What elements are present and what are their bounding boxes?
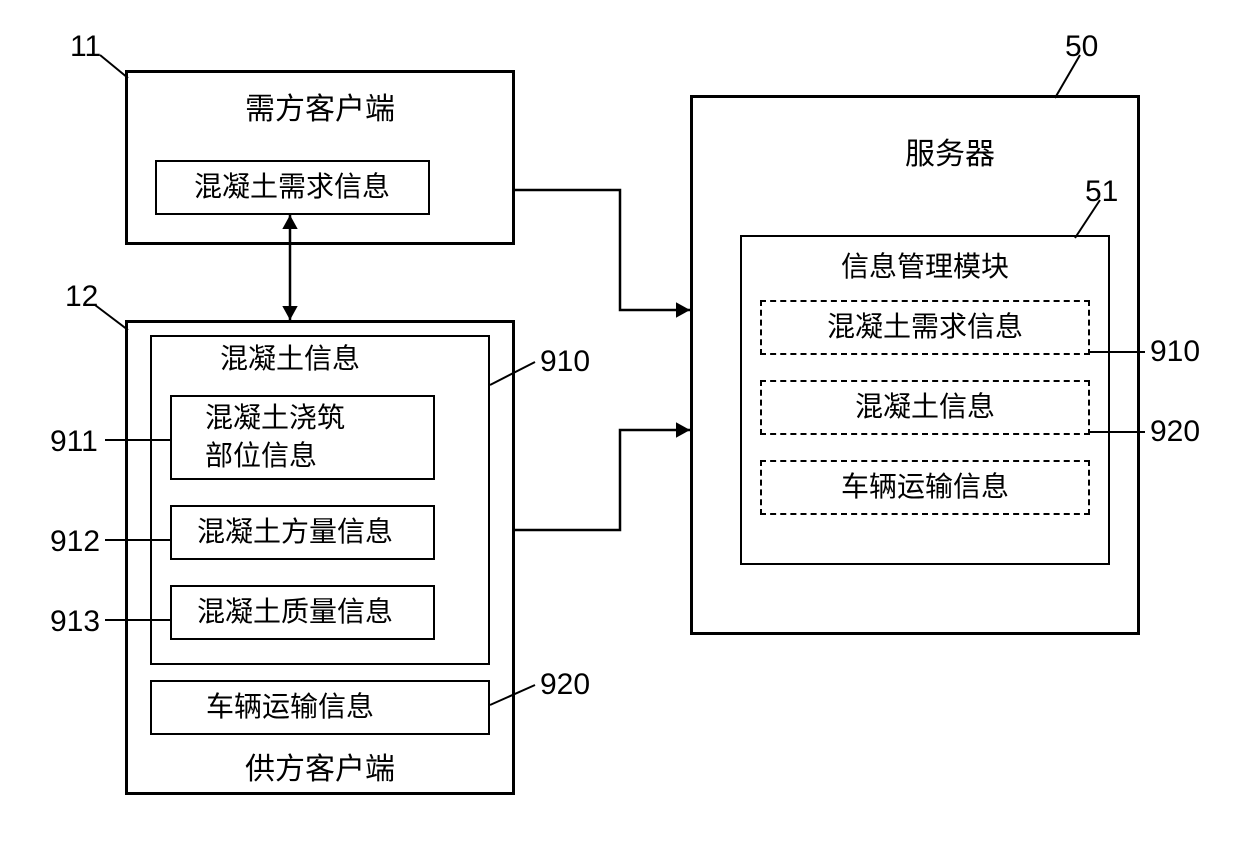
text-vehicle-info: 车辆运输信息 <box>206 689 374 727</box>
text-quality-info: 混凝土质量信息 <box>197 594 393 632</box>
ref-11: 11 <box>70 30 101 64</box>
title-demand-client: 需方客户端 <box>245 90 395 130</box>
ref-920-left: 920 <box>540 668 590 702</box>
ref-911: 911 <box>50 425 98 459</box>
ref-913: 913 <box>50 605 100 639</box>
text-volume-info: 混凝土方量信息 <box>197 514 393 552</box>
ref-50: 50 <box>1065 30 1098 64</box>
ref-910-left: 910 <box>540 345 590 379</box>
ref-12: 12 <box>65 280 98 314</box>
title-info-mgmt: 信息管理模块 <box>841 249 1009 287</box>
ref-51: 51 <box>1085 175 1118 209</box>
text-srv-vehicle: 车辆运输信息 <box>841 469 1009 507</box>
title-server: 服务器 <box>905 135 995 175</box>
ref-912: 912 <box>50 525 100 559</box>
text-demand-info: 混凝土需求信息 <box>194 169 390 207</box>
ref-920-right: 920 <box>1150 415 1200 449</box>
title-supply-client: 供方客户端 <box>245 750 395 790</box>
title-concrete-info: 混凝土信息 <box>220 341 360 379</box>
text-pour-part: 混凝土浇筑 部位信息 <box>205 400 345 476</box>
text-srv-concrete: 混凝土信息 <box>855 389 995 427</box>
text-srv-demand: 混凝土需求信息 <box>827 309 1023 347</box>
diagram-canvas: 需方客户端 混凝土需求信息 混凝土信息 混凝土浇筑 部位信息 混凝土方量信息 混… <box>0 0 1240 847</box>
ref-910-right: 910 <box>1150 335 1200 369</box>
